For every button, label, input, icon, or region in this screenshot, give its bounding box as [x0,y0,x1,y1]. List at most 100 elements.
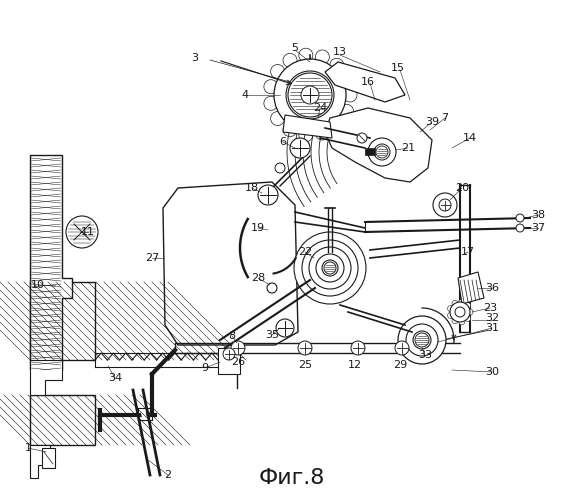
Text: 35: 35 [265,330,279,340]
Circle shape [309,247,351,289]
Circle shape [516,214,524,222]
Text: 29: 29 [393,360,407,370]
Circle shape [447,312,454,318]
Polygon shape [458,272,484,304]
Circle shape [258,185,278,205]
Circle shape [452,318,458,324]
Circle shape [316,254,344,282]
Circle shape [299,128,313,142]
Bar [30,395,95,445]
Text: 20: 20 [455,183,469,193]
Text: 10: 10 [31,280,45,290]
Text: 32: 32 [485,313,499,323]
Circle shape [395,341,409,355]
Text: 14: 14 [463,133,477,143]
Circle shape [324,262,336,274]
Circle shape [267,283,277,293]
Circle shape [223,348,235,360]
Circle shape [299,48,313,62]
Text: 4: 4 [241,90,249,100]
Circle shape [315,126,329,140]
Circle shape [290,138,310,158]
Circle shape [270,112,284,126]
Circle shape [330,58,344,72]
Circle shape [376,146,388,158]
Text: 31: 31 [485,323,499,333]
Circle shape [374,144,390,160]
Circle shape [467,309,473,315]
Polygon shape [163,182,298,345]
Text: 8: 8 [228,331,235,341]
Bar [30,282,95,360]
Circle shape [339,72,353,86]
Circle shape [459,299,465,305]
Text: 23: 23 [483,303,497,313]
Text: 26: 26 [231,357,245,367]
Text: 28: 28 [251,273,265,283]
Circle shape [276,319,294,337]
Text: 3: 3 [192,53,199,63]
Circle shape [455,307,465,317]
Circle shape [413,331,431,349]
Circle shape [283,122,297,136]
Polygon shape [325,62,405,102]
Circle shape [357,133,367,143]
Text: 38: 38 [531,210,545,220]
Circle shape [330,118,344,132]
Text: 13: 13 [333,47,347,57]
Text: 25: 25 [298,360,312,370]
Text: 24: 24 [313,103,327,113]
Text: 16: 16 [361,77,375,87]
Circle shape [264,80,278,94]
Circle shape [450,302,470,322]
Text: 30: 30 [485,367,499,377]
Circle shape [283,54,297,68]
Text: 5: 5 [291,43,298,53]
Text: 2: 2 [165,470,172,480]
Polygon shape [30,360,62,395]
Polygon shape [325,108,432,182]
Text: 6: 6 [280,137,287,147]
Circle shape [264,96,278,110]
Circle shape [339,104,353,118]
Circle shape [516,224,524,232]
Text: 37: 37 [531,223,545,233]
Circle shape [415,333,429,347]
Text: 36: 36 [485,283,499,293]
Circle shape [465,302,471,308]
Polygon shape [365,148,375,155]
Circle shape [459,319,465,325]
Text: 11: 11 [81,227,95,237]
Text: 34: 34 [108,373,122,383]
Circle shape [433,193,457,217]
Circle shape [406,324,438,356]
Text: 27: 27 [145,253,159,263]
Circle shape [66,216,98,248]
Text: 7: 7 [442,113,449,123]
Circle shape [302,240,358,296]
Circle shape [301,86,319,104]
Polygon shape [42,448,55,468]
Text: Фиг.8: Фиг.8 [259,468,325,488]
Text: 12: 12 [348,360,362,370]
Text: 9: 9 [201,363,208,373]
Text: 19: 19 [251,223,265,233]
Circle shape [322,260,338,276]
Circle shape [351,341,365,355]
Text: 1: 1 [25,443,32,453]
Polygon shape [218,348,240,374]
Circle shape [294,232,366,304]
Circle shape [298,341,312,355]
Text: 33: 33 [418,350,432,360]
Circle shape [286,71,334,119]
Circle shape [288,73,332,117]
Text: 18: 18 [245,183,259,193]
Circle shape [465,316,471,322]
Polygon shape [283,115,332,138]
Text: 17: 17 [461,247,475,257]
Circle shape [452,300,458,306]
Polygon shape [30,155,72,370]
Circle shape [439,199,451,211]
Text: 21: 21 [401,143,415,153]
Circle shape [447,306,454,312]
